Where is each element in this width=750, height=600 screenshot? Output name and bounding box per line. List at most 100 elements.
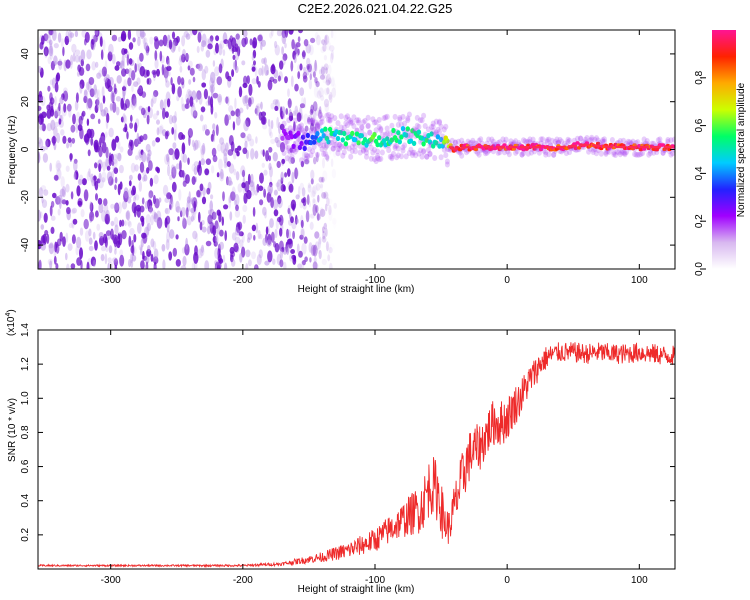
noise-mark [267, 119, 271, 127]
ridge-halo-mark [395, 145, 401, 152]
noise-mark [92, 231, 96, 240]
noise-mark [226, 176, 229, 186]
ridge-halo-mark [670, 150, 675, 157]
noise-mark [145, 261, 149, 269]
ridge-halo-mark [406, 150, 412, 156]
noise-mark [101, 177, 106, 183]
ridge-halo-mark [314, 123, 320, 130]
noise-mark [238, 86, 243, 98]
ridge-halo-mark [432, 155, 438, 161]
noise-mark [175, 234, 179, 240]
noise-mark [270, 119, 274, 130]
noise-mark [287, 205, 292, 212]
noise-mark [104, 131, 108, 138]
noise-mark [93, 34, 98, 43]
ridge-halo-mark [327, 116, 333, 123]
noise-mark [279, 106, 283, 118]
noise-mark [54, 96, 57, 106]
ridge-halo-mark [609, 137, 615, 143]
noise-mark [185, 53, 190, 60]
noise-mark [242, 147, 248, 155]
noise-mark [109, 261, 114, 269]
noise-mark [177, 75, 182, 85]
noise-mark [270, 197, 274, 209]
ridge-halo-mark [381, 115, 387, 122]
ridge-halo-mark [500, 136, 506, 143]
noise-mark [121, 200, 128, 210]
noise-mark [76, 257, 82, 266]
noise-mark [187, 157, 190, 165]
noise-mark [304, 125, 309, 132]
noise-mark [280, 220, 284, 231]
noise-mark [189, 67, 195, 76]
noise-mark [234, 236, 241, 245]
noise-mark [38, 117, 41, 124]
ridge-mark [312, 139, 317, 145]
noise-mark [223, 204, 229, 210]
noise-mark [239, 107, 244, 114]
noise-mark [41, 199, 48, 209]
noise-mark [153, 90, 159, 97]
noise-mark [274, 228, 278, 239]
noise-mark [96, 223, 101, 231]
ridge-halo-mark [389, 153, 395, 160]
ridge-halo-mark [287, 148, 293, 155]
noise-mark [41, 111, 47, 119]
noise-mark [74, 100, 79, 111]
noise-mark [292, 203, 295, 210]
ridge-halo-mark [430, 120, 436, 127]
noise-mark [62, 236, 66, 248]
noise-mark [205, 240, 212, 247]
noise-mark [269, 176, 273, 187]
noise-mark [223, 152, 228, 164]
noise-mark [201, 40, 207, 48]
noise-mark [80, 49, 86, 61]
noise-mark [201, 244, 204, 253]
noise-mark [182, 153, 188, 163]
noise-mark [328, 77, 332, 84]
ridge-halo-mark [402, 120, 408, 127]
ridge-halo-mark [364, 146, 369, 153]
noise-mark [182, 216, 186, 226]
noise-mark [249, 138, 255, 147]
noise-mark [328, 64, 332, 75]
noise-mark [117, 233, 121, 245]
noise-mark [61, 199, 67, 205]
noise-mark [101, 141, 107, 154]
ridge-halo-mark [391, 150, 396, 157]
noise-mark [280, 171, 284, 182]
noise-mark [152, 92, 157, 104]
ridge-halo-mark [351, 114, 357, 121]
ridge-halo-mark [452, 139, 458, 146]
noise-mark [38, 137, 42, 145]
noise-mark [89, 88, 95, 98]
ridge-halo-mark [427, 151, 433, 158]
ridge-halo-mark [521, 137, 526, 144]
noise-mark [64, 35, 70, 46]
ridge-halo-mark [443, 152, 449, 159]
ridge-halo-mark [348, 118, 354, 125]
snr-y-ticks: 0.20.40.60.81.01.21.4 [20, 323, 675, 542]
ridge-halo-mark [400, 147, 406, 154]
noise-mark [263, 169, 268, 176]
ridge-halo-mark [356, 119, 362, 126]
noise-mark [96, 72, 102, 79]
ridge-mark [372, 131, 377, 138]
noise-mark [134, 63, 137, 73]
noise-mark [296, 243, 300, 254]
noise-mark [126, 131, 129, 140]
noise-mark [191, 139, 195, 148]
noise-mark [193, 142, 197, 151]
noise-mark [128, 180, 132, 187]
noise-mark [230, 141, 235, 152]
ridge-halo-mark [318, 112, 324, 118]
ridge-halo-mark [444, 158, 450, 165]
noise-mark [61, 186, 67, 198]
noise-mark [319, 207, 324, 216]
noise-mark [38, 65, 42, 73]
noise-mark [93, 84, 97, 95]
noise-mark [65, 183, 70, 193]
noise-mark [145, 214, 151, 225]
ridge-halo-mark [613, 152, 618, 158]
ridge-halo-mark [299, 126, 304, 132]
